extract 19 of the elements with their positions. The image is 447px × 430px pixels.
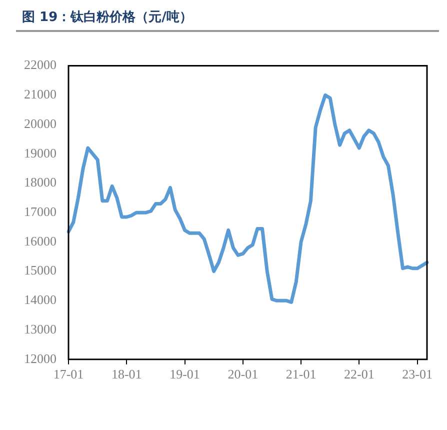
y-tick-label: 18000 — [24, 174, 56, 190]
x-tick-label: 17-01 — [53, 366, 84, 382]
y-tick-label: 15000 — [24, 262, 56, 278]
y-tick-label: 13000 — [24, 321, 56, 336]
y-tick-label: 20000 — [24, 116, 56, 131]
x-tick-label: 23-01 — [402, 366, 432, 382]
y-tick-label: 21000 — [24, 86, 56, 102]
y-tick-label: 19000 — [24, 145, 56, 160]
x-tick-label: 21-01 — [286, 366, 316, 382]
x-tick-label: 20-01 — [228, 366, 258, 382]
y-tick-label: 22000 — [24, 57, 56, 72]
y-tick-label: 14000 — [24, 292, 56, 308]
y-tick-label: 12000 — [24, 350, 56, 366]
x-tick-label: 18-01 — [111, 366, 142, 382]
x-tick-label: 22-01 — [344, 366, 374, 382]
y-tick-label: 17000 — [24, 204, 56, 220]
x-tick-label: 19-01 — [170, 366, 200, 382]
chart-title: 图 19：钛白粉价格（元/吨） — [21, 9, 194, 27]
y-tick-label: 16000 — [24, 233, 56, 248]
